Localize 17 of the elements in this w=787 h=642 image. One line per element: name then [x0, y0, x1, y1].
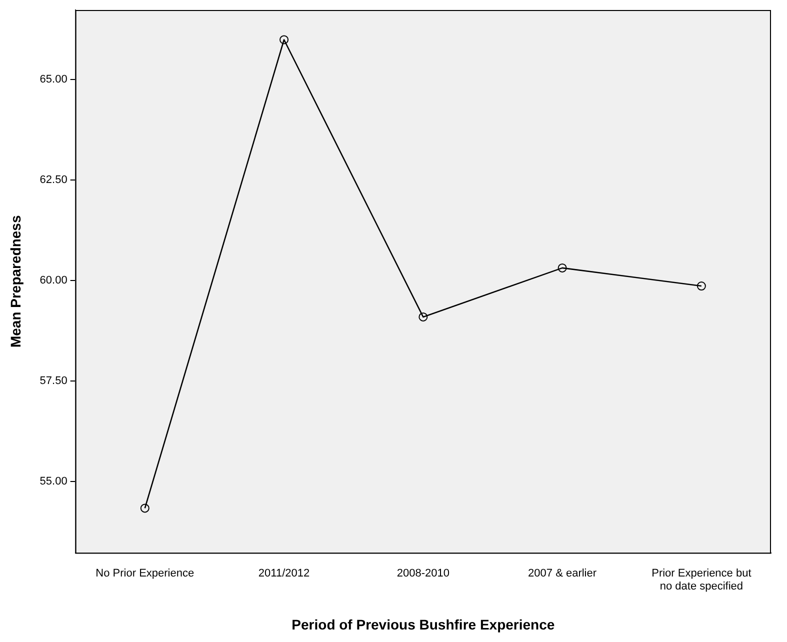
x-tick-label: 2011/2012: [258, 567, 310, 580]
point: [558, 263, 567, 272]
y-tick-label: 65.00: [40, 74, 68, 86]
y-tick-label: 60.00: [40, 274, 68, 286]
point: [418, 312, 428, 322]
y-tick-label: 62.50: [40, 174, 68, 186]
y-axis-title: Mean Preparedness: [7, 215, 24, 348]
x-tick-label: Prior Experience but no date specified: [652, 567, 752, 593]
point: [696, 282, 706, 291]
x-tick-label: No Prior Experience: [96, 567, 194, 580]
x-axis-title: Period of Previous Bushfire Experience: [292, 616, 555, 632]
x-tick-label: 2008-2010: [396, 567, 450, 580]
y-tick-label: 57.50: [40, 374, 68, 387]
x-tick-label: 2007 & earlier: [528, 567, 597, 580]
y-tick-label: 55.00: [40, 475, 68, 488]
point: [280, 35, 289, 44]
point: [140, 504, 150, 513]
